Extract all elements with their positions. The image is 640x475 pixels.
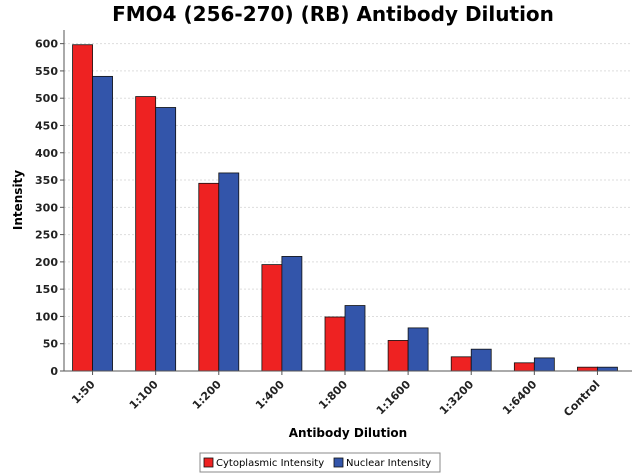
bar-cytoplasmic (135, 96, 157, 372)
x-tick-label: Control (561, 378, 602, 419)
bar-nuclear (344, 305, 366, 372)
y-tick-label: 50 (43, 338, 59, 351)
bar-nuclear (470, 348, 492, 372)
bar-nuclear (281, 256, 303, 372)
bar-cytoplasmic (513, 362, 535, 372)
y-tick-label: 400 (35, 147, 58, 160)
y-tick-label: 0 (50, 365, 58, 378)
bar-nuclear (218, 172, 240, 372)
bar-nuclear (597, 366, 618, 372)
legend-swatch (333, 457, 344, 468)
bar-cytoplasmic (261, 264, 283, 372)
legend-swatch (203, 457, 214, 468)
bar-cytoplasmic (72, 44, 93, 372)
x-tick-label: 1:6400 (500, 378, 540, 418)
y-tick-label: 150 (35, 283, 58, 296)
bars (72, 44, 618, 372)
bar-nuclear (92, 75, 113, 372)
y-tick-label: 500 (35, 92, 58, 105)
y-tick-label: 100 (35, 310, 58, 323)
bar-cytoplasmic (450, 356, 472, 372)
bar-nuclear (407, 327, 429, 372)
x-tick-label: 1:200 (190, 378, 224, 412)
chart-title: FMO4 (256-270) (RB) Antibody Dilution (112, 2, 554, 26)
legend: Cytoplasmic Intensity Nuclear Intensity (199, 452, 441, 473)
grid (64, 43, 632, 372)
legend-label: Cytoplasmic Intensity (216, 458, 324, 469)
x-axis-ticks: 1:50 1:100 1:200 1:400 1:800 1:1600 1:3200 1:64… (69, 371, 603, 419)
bar-cytoplasmic (387, 340, 409, 372)
y-axis-ticks: 0 50 100 150 200 250 300 350 400 450 500 550 600 (35, 38, 64, 378)
y-tick-label: 200 (35, 256, 58, 269)
y-tick-label: 450 (35, 119, 58, 132)
y-tick-label: 600 (35, 38, 58, 51)
bar-cytoplasmic (324, 316, 346, 372)
bar-nuclear (155, 107, 177, 372)
legend-label: Nuclear Intensity (346, 458, 431, 469)
y-tick-label: 550 (35, 65, 58, 78)
x-tick-label: 1:1600 (374, 378, 414, 418)
legend-box (199, 452, 441, 473)
x-tick-label: 1:400 (253, 378, 287, 412)
bar-cytoplasmic (198, 182, 220, 372)
y-tick-label: 250 (35, 229, 58, 242)
x-tick-label: 1:50 (69, 378, 98, 407)
y-tick-label: 300 (35, 201, 58, 214)
x-tick-label: 1:100 (127, 378, 161, 412)
y-axis-label: Intensity (11, 170, 25, 230)
y-tick-label: 350 (35, 174, 58, 187)
x-tick-label: 1:800 (316, 378, 350, 412)
x-axis-label: Antibody Dilution (289, 426, 407, 440)
bar-nuclear (533, 357, 555, 372)
x-tick-label: 1:3200 (437, 378, 477, 418)
bar-cytoplasmic (577, 366, 598, 372)
